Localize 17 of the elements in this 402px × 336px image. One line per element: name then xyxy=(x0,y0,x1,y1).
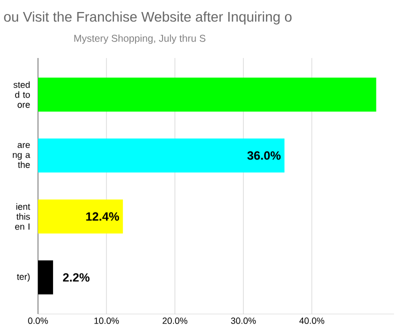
chart-subtitle: Mystery Shopping, July thru S xyxy=(74,34,206,44)
bar xyxy=(38,138,284,173)
x-tick-label: 20.0% xyxy=(162,318,188,324)
chart-title: ou Visit the Franchise Website after Inquiring o xyxy=(4,12,292,25)
y-tick-label: ter) xyxy=(16,273,30,282)
x-tick-label: 30.0% xyxy=(231,318,256,324)
x-tick-label: 0.0% xyxy=(28,318,48,324)
data-label: 36.0% xyxy=(247,151,281,160)
y-tick-label: are ng a the xyxy=(12,143,30,168)
data-label: 2.2% xyxy=(63,273,90,282)
y-tick-label: ient this en I xyxy=(15,203,30,230)
bar xyxy=(38,78,376,112)
data-label: 12.4% xyxy=(86,212,120,221)
x-tick-label: 10.0% xyxy=(94,318,119,324)
x-tick-label: 40.0% xyxy=(299,318,324,324)
bar xyxy=(38,199,123,234)
y-tick-label: sted d to ore xyxy=(14,81,30,108)
